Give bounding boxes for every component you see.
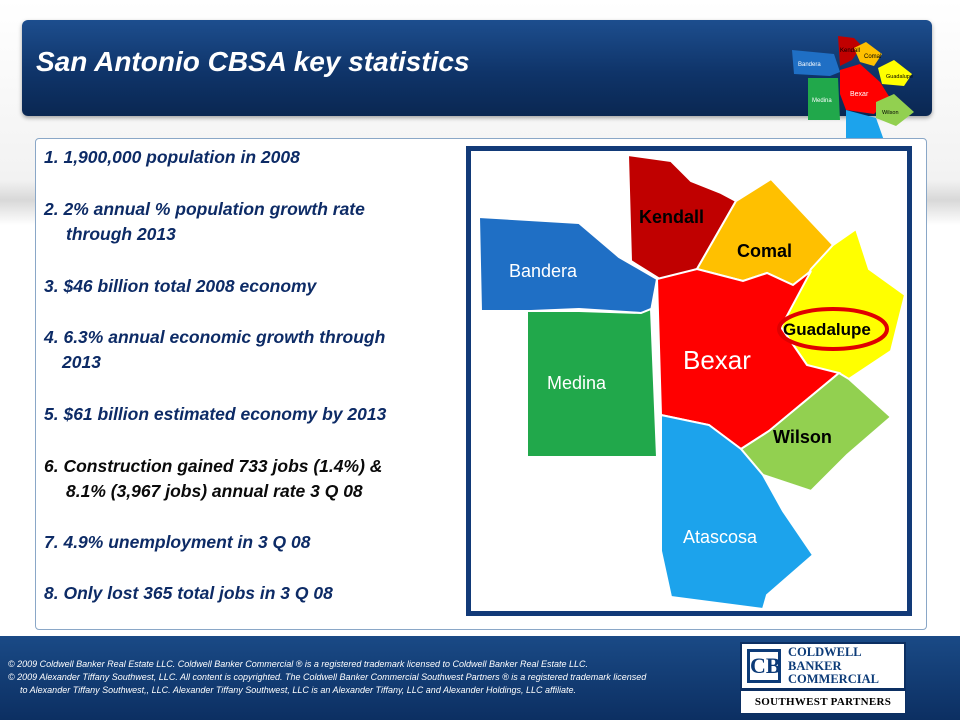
stat-text: 5. $61 billion estimated economy by 2013 xyxy=(44,404,387,424)
stat-text-cont: 2013 xyxy=(62,352,101,372)
thumb-kendall xyxy=(838,36,862,66)
thumb-label-bandera: Bandera xyxy=(798,62,821,68)
thumb-label-comal: Comal xyxy=(864,54,881,60)
copyright-text: © 2009 Coldwell Banker Real Estate LLC. … xyxy=(8,658,738,697)
stat-text: 6. Construction gained 733 jobs (1.4%) & xyxy=(44,456,383,476)
county-medina xyxy=(526,307,659,458)
guadalupe-highlight-circle xyxy=(777,307,889,351)
cb-logo-icon: CB xyxy=(747,649,781,683)
stat-item-8: 8. Only lost 365 total jobs in 3 Q 08 xyxy=(44,581,474,606)
logo-wordmark: COLDWELL BANKER COMMERCIAL xyxy=(788,645,879,687)
thumb-wilson xyxy=(876,94,914,126)
slide-title: San Antonio CBSA key statistics xyxy=(36,46,470,77)
thumb-medina xyxy=(808,78,840,120)
thumb-label-medina: Medina xyxy=(812,98,832,104)
county-label-kendall: Kendall xyxy=(639,207,704,227)
county-label-comal: Comal xyxy=(737,241,792,261)
county-label-guadalupe: Guadalupe xyxy=(783,320,871,339)
title-bar: San Antonio CBSA key statistics xyxy=(22,20,932,116)
logo-subtitle: SOUTHWEST PARTNERS xyxy=(740,690,906,714)
county-label-bexar: Bexar xyxy=(683,345,751,375)
stat-item-4: 4. 6.3% annual economic growth through 2… xyxy=(44,325,474,375)
county-label-medina: Medina xyxy=(547,373,607,393)
county-map-frame: Kendall Comal Bandera Guadalupe Bexar Me… xyxy=(466,146,912,616)
company-logo: CB COLDWELL BANKER COMMERCIAL xyxy=(740,642,906,690)
thumb-comal xyxy=(854,42,882,66)
copyright-line-1: © 2009 Coldwell Banker Real Estate LLC. … xyxy=(8,659,589,669)
stat-item-7: 7. 4.9% unemployment in 3 Q 08 xyxy=(44,530,474,555)
thumb-label-bexar: Bexar xyxy=(850,91,869,98)
stat-text-cont: 8.1% (3,967 jobs) annual rate 3 Q 08 xyxy=(66,481,363,501)
county-label-atascosa: Atascosa xyxy=(683,527,758,547)
thumb-bandera xyxy=(792,50,840,76)
county-map: Kendall Comal Bandera Guadalupe Bexar Me… xyxy=(477,153,907,611)
thumb-guadalupe xyxy=(878,60,912,86)
county-atascosa xyxy=(660,413,815,611)
thumb-label-guadalupe: Guadalupe xyxy=(886,74,913,80)
thumb-label-wilson: Wilson xyxy=(882,110,899,116)
stat-text: 4. 6.3% annual economic growth through xyxy=(44,327,386,347)
thumb-label-kendall: Kendall xyxy=(840,48,860,54)
logo-word-3: COMMERCIAL xyxy=(788,672,879,686)
county-wilson xyxy=(739,371,893,493)
copyright-line-3: to Alexander Tiffany Southwest,, LLC. Al… xyxy=(20,685,577,695)
stat-text-cont: through 2013 xyxy=(66,224,176,244)
stat-item-5: 5. $61 billion estimated economy by 2013 xyxy=(44,402,474,427)
county-label-bandera: Bandera xyxy=(509,261,578,281)
stat-item-6: 6. Construction gained 733 jobs (1.4%) &… xyxy=(44,454,474,504)
logo-word-1: COLDWELL xyxy=(788,645,862,659)
stat-text: 7. 4.9% unemployment in 3 Q 08 xyxy=(44,532,311,552)
stat-item-3: 3. $46 billion total 2008 economy xyxy=(44,274,474,299)
county-label-wilson: Wilson xyxy=(773,427,832,447)
stat-text: 2. 2% annual % population growth rate xyxy=(44,199,365,219)
logo-word-2: BANKER xyxy=(788,658,842,673)
stat-item-2: 2. 2% annual % population growth rate th… xyxy=(44,197,474,247)
stat-text: 8. Only lost 365 total jobs in 3 Q 08 xyxy=(44,583,333,603)
copyright-line-2: © 2009 Alexander Tiffany Southwest, LLC.… xyxy=(8,672,647,682)
stat-text: 1. 1,900,000 population in 2008 xyxy=(44,147,300,167)
stat-text: 3. $46 billion total 2008 economy xyxy=(44,276,317,296)
stat-item-1: 1. 1,900,000 population in 2008 xyxy=(44,145,474,170)
